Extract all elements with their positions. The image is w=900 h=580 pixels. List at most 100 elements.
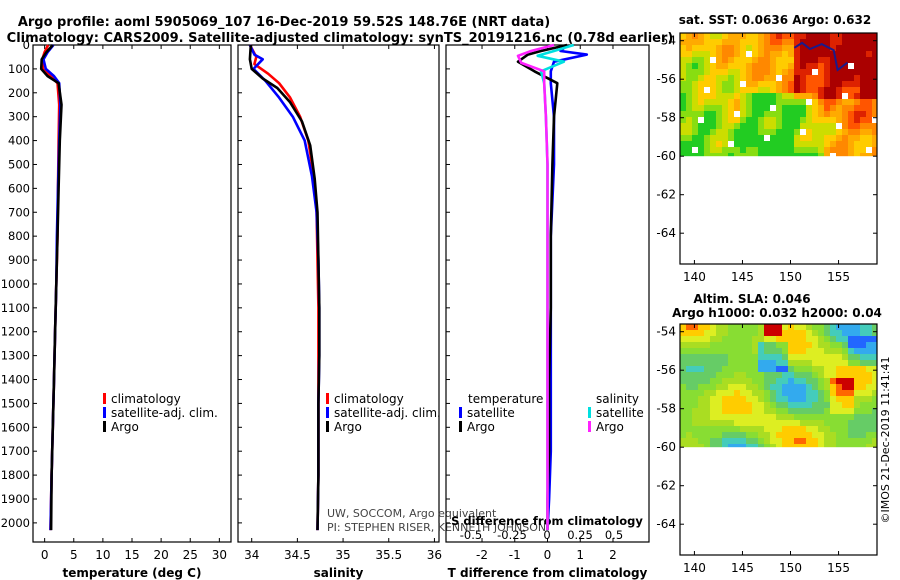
- sst-map-cell: [806, 117, 812, 123]
- sla-map-cell: [710, 372, 716, 378]
- sst-map-cell: [698, 129, 704, 135]
- sla-map-cell: [758, 414, 764, 420]
- sst-map-cell: [692, 39, 698, 45]
- sla-map-cell: [842, 426, 848, 432]
- sst-map-cell: [776, 57, 782, 63]
- sla-map-cell: [758, 354, 764, 360]
- sla-map-cell: [818, 348, 824, 354]
- sst-map-xtick-label: 150: [779, 270, 802, 284]
- sla-map-cell: [692, 324, 698, 330]
- sla-map-cell: [698, 408, 704, 414]
- temperature-xtick-label: 30: [212, 548, 227, 562]
- sst-map-cell: [740, 81, 746, 87]
- sla-map-cell: [686, 438, 692, 444]
- sst-map-xtick-label: 145: [731, 270, 754, 284]
- sla-map-cell: [854, 330, 860, 336]
- sla-map-cell: [836, 360, 842, 366]
- sla-map-cell: [698, 420, 704, 426]
- sst-map-cell: [746, 153, 752, 157]
- sst-map-cell: [704, 45, 710, 51]
- sla-map-cell: [704, 390, 710, 396]
- sst-map-cell: [788, 69, 794, 75]
- sla-map-cell: [836, 378, 842, 384]
- sla-map-cell: [758, 390, 764, 396]
- sst-map-cell: [818, 69, 824, 75]
- sst-map-cell: [722, 33, 728, 39]
- sst-map-cell: [710, 153, 716, 157]
- sla-map-cell: [716, 354, 722, 360]
- sst-map-cell: [824, 33, 830, 39]
- sla-map-cell: [770, 420, 776, 426]
- sst-map-cell: [680, 123, 686, 129]
- sla-map-cell: [710, 366, 716, 372]
- sla-map-cell: [800, 438, 806, 444]
- sst-map-ytick-label: -62: [656, 188, 676, 202]
- sst-map-cell: [776, 87, 782, 93]
- sst-map-cell: [740, 111, 746, 117]
- sst-map-cell: [770, 93, 776, 99]
- sst-map-cell: [770, 123, 776, 129]
- sst-map-cell: [788, 153, 794, 157]
- sst-map-cell: [812, 123, 818, 129]
- sla-map-cell: [830, 342, 836, 348]
- sla-map-cell: [746, 372, 752, 378]
- sst-map-cell: [854, 45, 860, 51]
- sst-map-cell: [812, 111, 818, 117]
- sla-map-cell: [806, 384, 812, 390]
- pressure-ytick-label: 700: [8, 205, 30, 219]
- sst-map-cell: [854, 93, 860, 99]
- sst-map-frame: [679, 32, 878, 265]
- sla-map-cell: [860, 444, 866, 448]
- sla-map-cell: [836, 342, 842, 348]
- difference-legend-t-sat-swatch: [459, 407, 462, 418]
- salinity-series-climatology: [248, 44, 320, 531]
- sst-map-cell: [770, 129, 776, 135]
- sst-map-cell: [698, 63, 704, 69]
- sla-map-cell: [818, 342, 824, 348]
- sst-map-cell: [734, 147, 740, 153]
- sst-map-cell: [740, 129, 746, 135]
- sst-map-cell: [776, 123, 782, 129]
- salinity-annotation-2: PI: STEPHEN RISER, KENNETH JOHNSON: [327, 521, 546, 534]
- sst-map-cell: [836, 117, 842, 123]
- sla-map-cell: [692, 402, 698, 408]
- sla-map-cell: [764, 372, 770, 378]
- sst-map-cell: [848, 51, 854, 57]
- sst-map-cell: [698, 117, 704, 123]
- sst-map-cell: [692, 141, 698, 147]
- sla-map-cell: [836, 426, 842, 432]
- sst-map-cell: [824, 93, 830, 99]
- sla-map-cell: [764, 366, 770, 372]
- sst-map-cell: [872, 153, 877, 157]
- sst-map-cell: [836, 81, 842, 87]
- sla-map-cell: [836, 408, 842, 414]
- sst-map-cell: [728, 51, 734, 57]
- sla-map-cell: [686, 384, 692, 390]
- sst-map-cell: [854, 117, 860, 123]
- sst-map-cell: [746, 39, 752, 45]
- sla-map-cell: [746, 366, 752, 372]
- sst-map-cell: [728, 33, 734, 39]
- sst-map-cell: [836, 63, 842, 69]
- difference-series-s-argo: [516, 43, 555, 531]
- sst-map-cell: [872, 51, 877, 57]
- sla-map-cell: [716, 396, 722, 402]
- pressure-ytick-label: 300: [8, 110, 30, 124]
- sst-map-cell: [830, 81, 836, 87]
- sst-map-cell: [692, 111, 698, 117]
- sst-map-cell: [812, 75, 818, 81]
- sst-map-cell: [860, 63, 866, 69]
- sst-map-cell: [860, 135, 866, 141]
- sla-map-cell: [722, 420, 728, 426]
- sst-map-cell: [728, 39, 734, 45]
- sst-map-cell: [680, 111, 686, 117]
- sst-map-cell: [806, 99, 812, 105]
- sla-map-cell: [860, 324, 866, 330]
- sst-map-cell: [848, 111, 854, 117]
- sla-map-cell: [686, 426, 692, 432]
- sla-map-cell: [788, 408, 794, 414]
- sla-map-cell: [848, 330, 854, 336]
- sst-map-cell: [860, 153, 866, 157]
- sla-map-cell: [716, 342, 722, 348]
- sst-map-cell: [722, 51, 728, 57]
